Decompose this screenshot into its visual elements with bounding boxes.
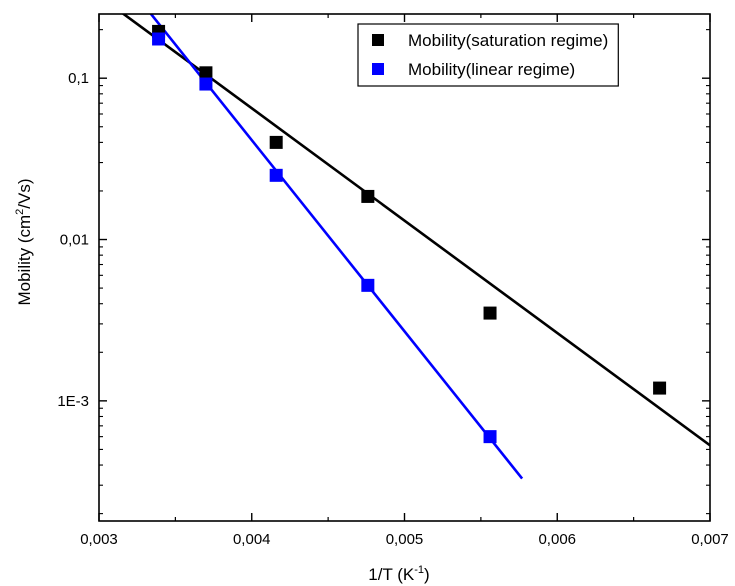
data-point-series-2 <box>269 168 283 182</box>
data-point-series-2 <box>199 77 213 91</box>
x-tick-label: 0,006 <box>538 531 576 548</box>
x-axis-label: 1/T (K-1) <box>368 564 429 584</box>
x-tick-label: 0,004 <box>233 531 271 548</box>
y-tick-label: 0,01 <box>60 232 89 249</box>
plot-frame <box>98 13 711 522</box>
data-markers <box>152 24 667 444</box>
data-point-series-2 <box>483 430 497 444</box>
legend-marker-series-1 <box>372 34 384 46</box>
data-point-series-1 <box>483 306 497 320</box>
legend-marker-series-2 <box>372 63 384 75</box>
y-axis-label: Mobility (cm2/Vs) <box>14 178 34 305</box>
data-point-series-1 <box>653 381 667 395</box>
data-point-series-1 <box>361 189 375 203</box>
y-tick-label: 1E-3 <box>57 393 89 410</box>
x-tick-label: 0,005 <box>386 531 424 548</box>
legend-box <box>357 23 619 87</box>
data-point-series-1 <box>269 135 283 149</box>
data-point-series-2 <box>152 32 166 46</box>
axis-ticks: 0,003 0,004 0,005 0,006 0,007 0,1 0,01 1E-3 <box>57 14 729 548</box>
legend: Mobility(saturation regime) Mobility(line… <box>357 23 619 87</box>
x-tick-label: 0,003 <box>80 531 118 548</box>
y-tick-label: 0,1 <box>68 70 89 87</box>
legend-label-series-2: Mobility(linear regime) <box>408 60 575 79</box>
data-point-series-2 <box>361 278 375 292</box>
data-point-series-1 <box>199 66 213 80</box>
x-tick-label: 0,007 <box>691 531 729 548</box>
legend-label-series-1: Mobility(saturation regime) <box>408 31 608 50</box>
